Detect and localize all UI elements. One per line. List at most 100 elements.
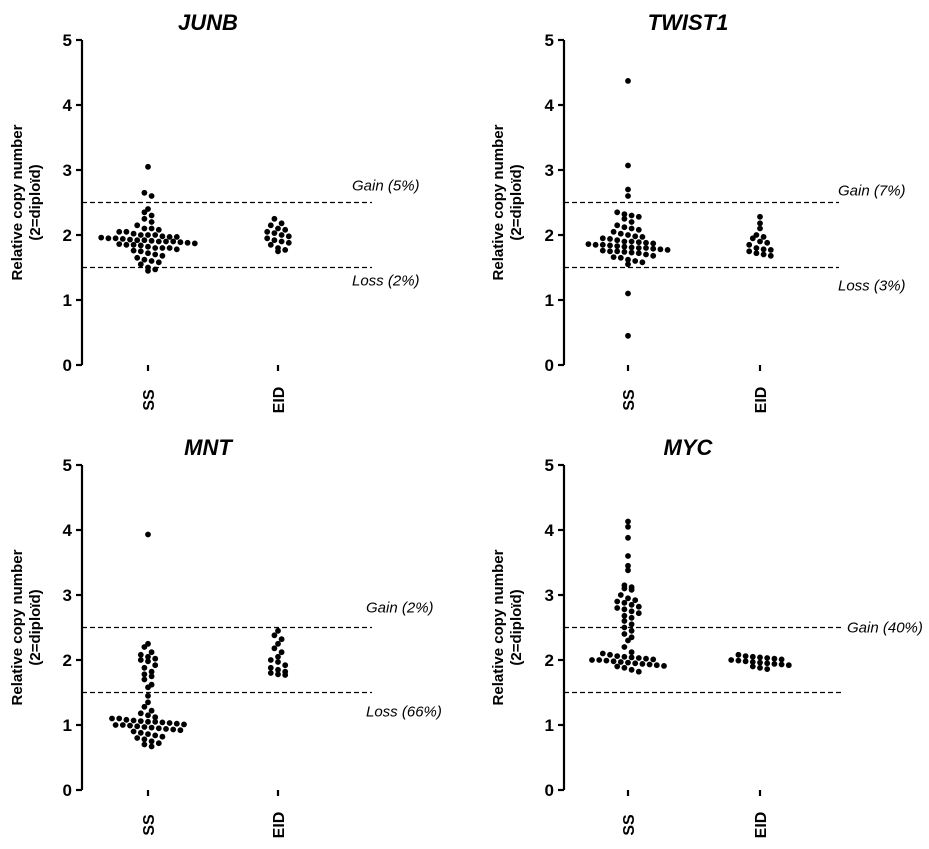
data-point [152,732,159,739]
data-point [635,668,642,675]
data-point [267,222,274,229]
x-category-label: SS [141,814,158,836]
data-point [137,729,144,736]
data-point [628,621,635,628]
y-tick-label: 2 [63,226,72,245]
data-point [614,209,621,216]
data-point [625,534,631,541]
data-point [119,236,126,242]
data-point [275,671,281,678]
data-point [145,163,151,170]
annotation-label: Loss (66%) [366,704,442,721]
data-point [621,215,628,222]
y-axis-label-unit: (2=diploïd) [508,589,525,665]
data-point [141,664,148,671]
data-point [614,653,621,659]
data-point [145,731,151,737]
data-point [184,239,191,246]
data-point [275,640,281,647]
data-point [275,627,281,634]
data-point [643,239,649,246]
data-point [278,649,285,656]
data-point [148,743,155,750]
annotation-label: Gain (2%) [366,600,434,617]
data-point [643,655,649,662]
data-point [753,245,760,251]
data-point [760,234,767,240]
data-point [145,692,151,699]
data-point [148,193,155,199]
data-point [155,238,162,245]
data-point [141,724,148,730]
data-point [163,238,169,245]
y-tick-label: 2 [63,651,72,670]
y-axis-label: Relative copy number [490,124,507,280]
y-tick-label: 0 [545,781,554,800]
data-point [757,659,763,666]
data-point [282,672,289,678]
data-point [614,605,621,611]
data-point [141,671,148,678]
data-point [628,244,635,251]
data-point [635,603,642,610]
data-point [112,722,119,728]
data-point [137,261,144,268]
data-point [610,254,617,260]
data-point [141,703,148,710]
data-point [628,614,635,621]
data-point [771,661,778,667]
y-axis-label-unit: (2=diploïd) [27,589,44,665]
data-point [749,663,756,670]
data-point [116,715,123,722]
data-point [625,332,631,339]
data-point [625,193,631,199]
data-point [145,684,151,691]
data-point [625,261,631,268]
data-point [621,624,628,631]
data-point [152,662,159,669]
data-point [173,246,180,253]
y-tick-label: 2 [545,226,554,245]
data-point [166,234,173,240]
data-point [271,230,278,237]
data-point [116,241,123,248]
y-tick-label: 5 [545,456,554,475]
data-point [771,655,778,662]
data-point [650,245,657,252]
y-tick-label: 3 [545,161,554,180]
y-axis-label-unit: (2=diploïd) [508,164,525,240]
data-point [137,718,144,724]
data-point [657,246,664,253]
data-point [635,213,642,220]
data-point [625,290,631,297]
data-point [278,636,285,643]
data-point [134,237,141,244]
data-point [632,660,639,667]
data-point [123,716,130,723]
x-category-label: SS [141,389,158,411]
data-point [264,228,271,235]
data-point [267,657,274,663]
data-point [285,239,292,246]
annotation-label: Loss (3%) [838,278,906,295]
data-point [137,710,144,717]
data-point [148,258,155,264]
data-point [170,238,177,245]
data-point [628,601,635,608]
data-point [764,660,771,667]
x-category-label: EID [271,387,288,414]
data-point [621,243,628,250]
data-point [116,228,123,235]
data-point [621,612,628,619]
data-point [134,222,141,229]
data-point [155,226,162,233]
data-point [635,226,642,233]
data-point [617,254,624,261]
annotation-label: Gain (7%) [838,183,906,200]
data-point [625,595,631,602]
data-point [628,212,635,219]
data-point [760,246,767,253]
data-point [664,247,671,253]
data-point [635,655,642,661]
